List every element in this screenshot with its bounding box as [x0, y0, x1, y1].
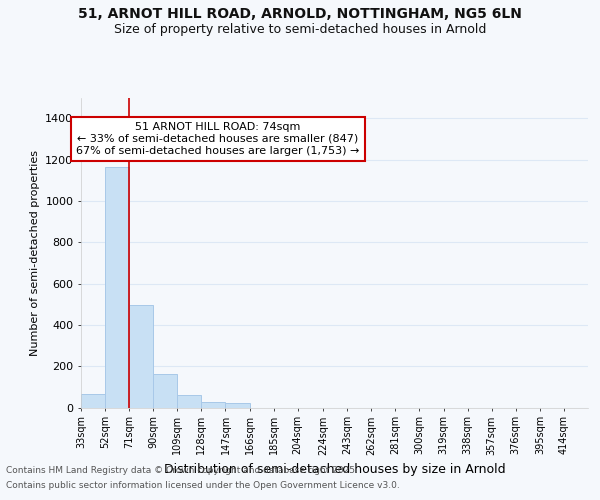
Bar: [153, 374, 178, 408]
Text: Contains HM Land Registry data © Crown copyright and database right 2025.: Contains HM Land Registry data © Crown c…: [6, 466, 358, 475]
Bar: [178, 395, 202, 407]
Bar: [105, 166, 129, 408]
Bar: [202, 402, 226, 407]
Bar: [81, 394, 105, 407]
Text: Contains public sector information licensed under the Open Government Licence v3: Contains public sector information licen…: [6, 481, 400, 490]
X-axis label: Distribution of semi-detached houses by size in Arnold: Distribution of semi-detached houses by …: [164, 463, 505, 476]
Text: 51 ARNOT HILL ROAD: 74sqm
← 33% of semi-detached houses are smaller (847)
67% of: 51 ARNOT HILL ROAD: 74sqm ← 33% of semi-…: [76, 122, 359, 156]
Bar: [129, 305, 153, 408]
Text: 51, ARNOT HILL ROAD, ARNOLD, NOTTINGHAM, NG5 6LN: 51, ARNOT HILL ROAD, ARNOLD, NOTTINGHAM,…: [78, 8, 522, 22]
Y-axis label: Number of semi-detached properties: Number of semi-detached properties: [29, 150, 40, 356]
Bar: [226, 404, 250, 407]
Text: Size of property relative to semi-detached houses in Arnold: Size of property relative to semi-detach…: [114, 22, 486, 36]
